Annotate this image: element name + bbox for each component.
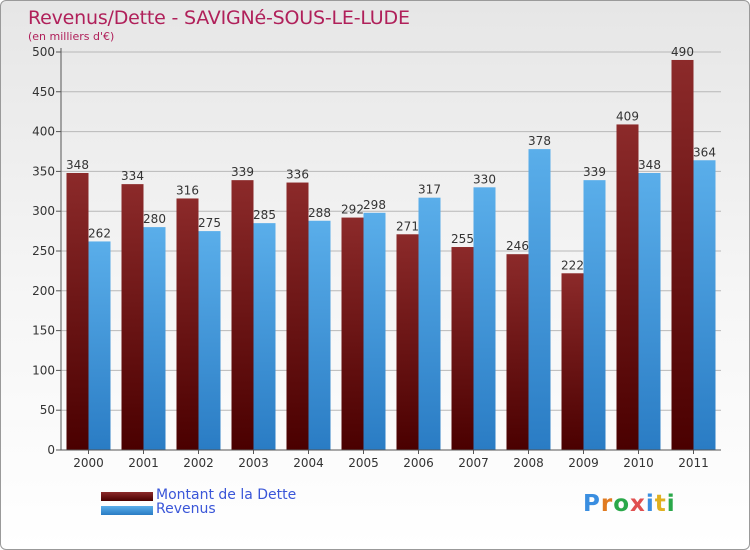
data-label-revenus-2009: 339 (583, 165, 606, 179)
bar-revenus-2001 (143, 227, 166, 450)
x-tick-label-2003: 2003 (238, 456, 269, 470)
data-labels: 348 262 334 280 316 275 339 285 336 288 292 298 271 3… (66, 45, 716, 272)
data-label-dette-2010: 409 (616, 109, 639, 123)
data-label-dette-2009: 222 (561, 258, 584, 272)
chart-title: Revenus/Dette - SAVIGNé-SOUS-LE-LUDE (28, 7, 410, 29)
y-tick-label: 450 (32, 85, 55, 99)
bar-revenus-2010 (638, 172, 661, 450)
data-label-revenus-2006: 317 (418, 183, 441, 197)
legend-label-revenus: Revenus (156, 501, 216, 517)
data-label-revenus-2000: 262 (88, 226, 111, 240)
logo-letter: r (600, 491, 614, 517)
logo-letter: x (630, 491, 646, 517)
data-label-dette-2004: 336 (286, 168, 309, 182)
bar-revenus-2004 (308, 220, 331, 450)
bar-revenus-2000 (88, 241, 111, 450)
data-label-dette-2011: 490 (671, 45, 694, 59)
data-label-dette-2000: 348 (66, 158, 89, 172)
bar-dette-2008 (506, 254, 529, 450)
x-tick-label-2010: 2010 (623, 456, 654, 470)
bar-dette-2004 (286, 182, 309, 450)
data-label-dette-2006: 271 (396, 219, 419, 233)
bar-dette-2002 (176, 198, 199, 450)
bar-dette-2007 (451, 247, 474, 450)
logo-letter: P (583, 491, 601, 517)
bar-dette-2009 (561, 273, 584, 450)
data-label-dette-2002: 316 (176, 183, 199, 197)
data-label-dette-2001: 334 (121, 169, 144, 183)
bar-dette-2011 (671, 59, 694, 451)
x-tick-label-2011: 2011 (678, 456, 709, 470)
x-tick-label-2008: 2008 (513, 456, 544, 470)
data-label-revenus-2001: 280 (143, 212, 166, 226)
bar-dette-2003 (231, 180, 254, 450)
x-tick-label-2001: 2001 (128, 456, 159, 470)
y-tick-label: 50 (40, 403, 55, 417)
y-tick-label: 350 (32, 164, 55, 178)
bar-revenus-2005 (363, 212, 386, 450)
x-tick-label-2000: 2000 (73, 456, 104, 470)
grid-lines (61, 51, 721, 451)
y-tick-label: 300 (32, 204, 55, 218)
x-tick-label-2007: 2007 (458, 456, 489, 470)
bar-revenus-2007 (473, 187, 496, 450)
x-tick-label-2002: 2002 (183, 456, 214, 470)
logo-letter: i (645, 491, 655, 517)
data-label-revenus-2004: 288 (308, 206, 331, 220)
y-tick-label: 250 (32, 244, 55, 258)
x-tick-label-2006: 2006 (403, 456, 434, 470)
legend-label-dette: Montant de la Dette (156, 487, 297, 503)
data-label-revenus-2007: 330 (473, 172, 496, 186)
bar-dette-2005 (341, 217, 364, 450)
y-tick-label: 0 (47, 443, 55, 457)
bar-dette-2006 (396, 234, 419, 450)
data-label-revenus-2005: 298 (363, 198, 386, 212)
data-label-dette-2008: 246 (506, 239, 529, 253)
y-tick-label: 200 (32, 284, 55, 298)
bar-dette-2000 (66, 172, 89, 450)
chart-subtitle: (en milliers d'€) (28, 30, 115, 43)
x-tick-label-2009: 2009 (568, 456, 599, 470)
bar-revenus-2008 (528, 149, 551, 450)
bar-revenus-2009 (583, 180, 606, 450)
bar-series (66, 59, 716, 451)
bar-revenus-2011 (693, 160, 716, 451)
x-tick-label-2005: 2005 (348, 456, 379, 470)
y-tick-label: 150 (32, 324, 55, 338)
logo-letter: t (654, 491, 667, 517)
data-label-revenus-2010: 348 (638, 158, 661, 172)
logo-letter: o (613, 491, 631, 517)
y-tick-label: 400 (32, 125, 55, 139)
bar-revenus-2003 (253, 223, 276, 450)
x-tick-label-2004: 2004 (293, 456, 324, 470)
legend-swatch-dette (101, 492, 153, 501)
proxiti-logo: Proxiti (583, 491, 676, 517)
data-label-dette-2003: 339 (231, 165, 254, 179)
axes: 0 50 100 150 200 250 300 350 400 450 500 2000 2001 20… (32, 45, 721, 470)
bar-dette-2010 (616, 124, 639, 450)
logo-letter: i (666, 491, 676, 517)
data-label-dette-2005: 292 (341, 203, 364, 217)
y-tick-label: 500 (32, 45, 55, 59)
data-label-revenus-2002: 275 (198, 216, 221, 230)
data-label-revenus-2008: 378 (528, 134, 551, 148)
data-label-dette-2007: 255 (451, 232, 474, 246)
bar-dette-2001 (121, 184, 144, 451)
bar-revenus-2006 (418, 197, 441, 450)
data-label-revenus-2003: 285 (253, 208, 276, 222)
legend-swatch-revenus (101, 506, 153, 515)
bar-revenus-2002 (198, 231, 221, 450)
data-label-revenus-2011: 364 (693, 145, 716, 159)
y-tick-label: 100 (32, 363, 55, 377)
